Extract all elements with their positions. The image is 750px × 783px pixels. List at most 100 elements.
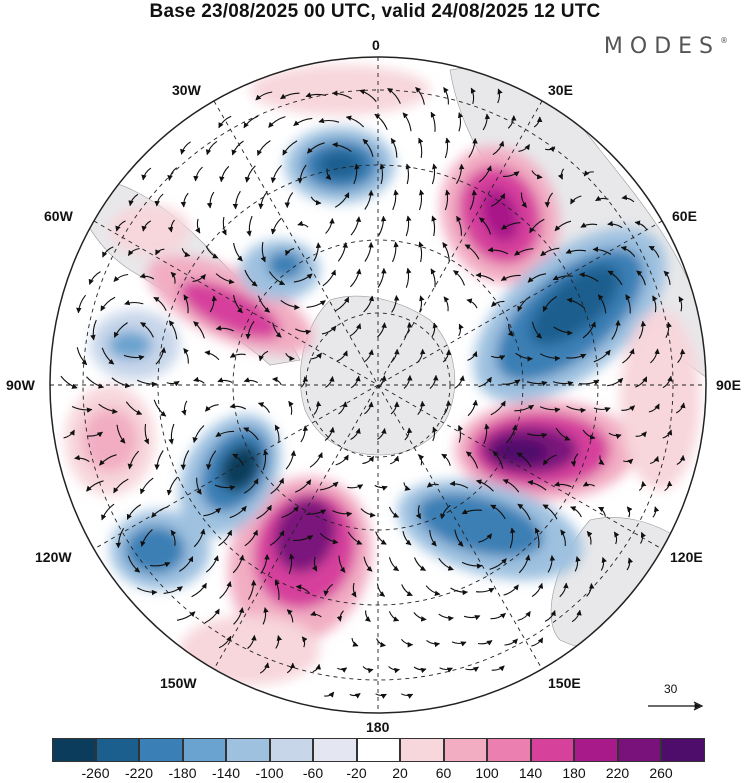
wind-vector: [390, 401, 400, 415]
wind-vector: [539, 406, 561, 413]
wind-vector: [456, 215, 462, 236]
wind-vector: [438, 557, 454, 571]
wind-vector: [450, 587, 469, 596]
wind-vector: [504, 638, 518, 646]
wind-vector: [582, 429, 596, 440]
wind-vector: [60, 375, 78, 389]
wind-vector: [350, 268, 362, 288]
wind-vector: [232, 295, 243, 314]
wind-vector: [463, 615, 481, 621]
wind-vector: [319, 481, 339, 491]
colorbar: [52, 738, 705, 762]
wind-vector: [204, 350, 220, 361]
wind-vector: [285, 248, 295, 256]
wind-vector: [71, 406, 93, 413]
wind-vector: [600, 556, 607, 571]
wind-vector: [205, 555, 219, 573]
wind-vector: [275, 635, 283, 649]
wind-vector: [176, 611, 196, 621]
wind-vector: [140, 322, 154, 338]
wind-vector: [467, 399, 478, 417]
wind-vector: [451, 641, 467, 647]
wind-vector: [111, 377, 131, 389]
wind-vector: [205, 140, 218, 156]
colorbar-tick-label: -100: [255, 765, 284, 781]
wind-vector: [491, 193, 506, 207]
wind-vector: [598, 455, 605, 466]
wind-vector: [246, 215, 253, 237]
wind-vector: [141, 220, 152, 232]
wind-vector: [401, 584, 413, 597]
wind-vector: [286, 609, 294, 623]
wind-vector: [593, 349, 611, 363]
wind-vector: [335, 454, 349, 466]
wind-vector: [388, 506, 399, 518]
wind-vector: [559, 582, 569, 598]
wind-vector: [335, 296, 350, 312]
wind-vector: [204, 608, 220, 624]
wind-vector: [457, 424, 464, 443]
wind-vector: [574, 556, 581, 572]
lon-label-90e: 90E: [716, 377, 741, 393]
wind-vector: [620, 245, 636, 258]
wind-vector: [490, 612, 506, 620]
wind-vector: [413, 612, 427, 622]
wind-vector: [272, 376, 282, 386]
wind-vector: [607, 220, 623, 229]
colorbar-tick-label: 140: [518, 765, 543, 781]
wind-vector: [402, 531, 412, 546]
wind-vector: [347, 531, 363, 545]
wind-vector: [288, 553, 295, 575]
wind-vector: [180, 450, 190, 471]
wind-vector: [662, 429, 673, 439]
wind-vector: [143, 424, 149, 445]
wind-vector: [180, 141, 191, 155]
wind-vector: [205, 450, 217, 470]
colorbar-segment: [487, 738, 531, 762]
wind-vector: [544, 192, 554, 208]
wind-vector: [76, 347, 88, 366]
wind-vector: [526, 380, 548, 387]
wind-vector: [243, 427, 259, 441]
wind-vector: [552, 275, 573, 281]
wind-vector: [461, 509, 482, 515]
wind-vector: [456, 163, 465, 184]
wind-vector: [429, 374, 439, 389]
wind-vector: [347, 484, 364, 490]
wind-vector: [140, 529, 153, 547]
wind-vector: [349, 323, 362, 337]
wind-vector: [127, 450, 139, 470]
wind-vector: [293, 535, 314, 541]
wind-vector: [579, 379, 600, 386]
wind-vector: [545, 146, 556, 153]
wind-vector: [375, 693, 387, 699]
wind-vector: [542, 504, 558, 520]
colorbar-tick-label: 20: [392, 765, 408, 781]
modes-logo: MODES®: [604, 34, 728, 59]
wind-vector: [262, 607, 269, 625]
wind-vector: [483, 423, 490, 445]
wind-vector: [268, 116, 286, 128]
wind-vector: [170, 529, 177, 546]
wind-vector: [501, 379, 521, 385]
wind-vector: [375, 531, 387, 545]
wind-vector: [377, 322, 387, 338]
wind-vector: [635, 376, 648, 388]
wind-vector: [592, 246, 612, 255]
wind-vector: [325, 376, 335, 388]
wind-vector: [413, 557, 426, 571]
wind-vector: [221, 216, 227, 236]
wind-vector: [310, 352, 322, 360]
wind-vector: [507, 323, 514, 337]
wind-vector: [337, 242, 349, 262]
wind-vector: [244, 529, 258, 547]
wind-vector: [136, 587, 158, 596]
wind-vector: [571, 609, 582, 623]
wind-vector: [247, 579, 257, 600]
wind-vector: [351, 582, 357, 598]
wind-vector: [444, 137, 451, 159]
lon-label-30e: 30E: [548, 82, 573, 98]
wind-vector: [116, 424, 126, 444]
wind-vector: [325, 217, 335, 234]
